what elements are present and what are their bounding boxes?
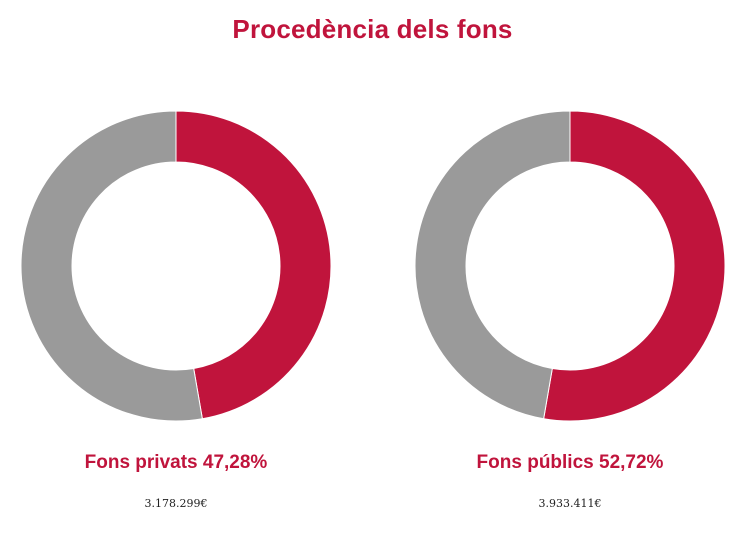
donut-slice-highlight [175, 110, 332, 420]
chart-title: Procedència dels fons [232, 14, 513, 44]
donut-slice-remainder [414, 110, 571, 420]
public-funds-amount: 3.933.411€ [538, 497, 602, 510]
donut-slice-highlight [543, 110, 726, 422]
donut-slice-remainder [20, 110, 203, 422]
donut-chart-private-funds [20, 110, 332, 422]
private-funds-label: Fons privats 47,28% [84, 452, 268, 473]
public-funds-label: Fons públics 52,72% [476, 452, 664, 473]
donut-chart-public-funds [414, 110, 726, 422]
private-funds-amount: 3.178.299€ [144, 497, 208, 510]
